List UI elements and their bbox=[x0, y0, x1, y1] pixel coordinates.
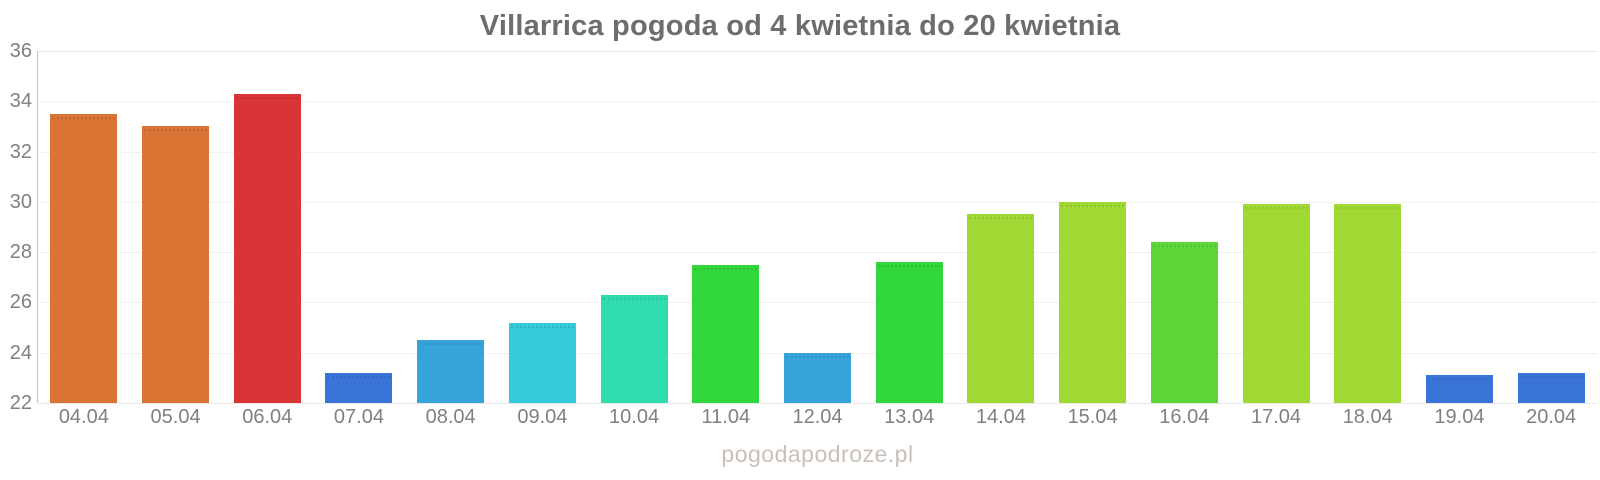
x-tick-label: 05.04 bbox=[150, 406, 201, 428]
plot-area bbox=[38, 51, 1597, 404]
bar-top-dotted-edge bbox=[602, 297, 666, 300]
x-tick-label: 20.04 bbox=[1526, 406, 1577, 428]
bar bbox=[1334, 204, 1402, 403]
bar-top-dotted-edge bbox=[694, 267, 758, 270]
bar-top-dotted-edge bbox=[510, 325, 574, 328]
bar-top-dotted-edge bbox=[327, 375, 391, 378]
bar bbox=[1242, 204, 1310, 403]
bar-top-dotted-edge bbox=[52, 116, 116, 119]
bar bbox=[1425, 375, 1493, 403]
watermark: pogodapodroze.pl bbox=[721, 441, 914, 467]
x-tick-label: 07.04 bbox=[333, 406, 384, 428]
bar-top-dotted-edge bbox=[1244, 207, 1308, 210]
bar-top-dotted-edge bbox=[1336, 207, 1400, 210]
bar bbox=[1150, 242, 1218, 403]
chart-title: Villarrica pogoda od 4 kwietnia do 20 kw… bbox=[479, 10, 1121, 42]
bar bbox=[417, 340, 485, 403]
y-tick-label: 32 bbox=[9, 140, 32, 163]
gridline bbox=[38, 403, 1597, 404]
bar-top-dotted-edge bbox=[786, 355, 849, 358]
y-tick-label: 22 bbox=[9, 392, 32, 414]
y-tick-label: 28 bbox=[9, 241, 32, 264]
bar-top-dotted-edge bbox=[969, 217, 1033, 220]
x-tick-label: 19.04 bbox=[1434, 406, 1485, 428]
x-tick-label: 04.04 bbox=[58, 406, 109, 428]
bar bbox=[50, 113, 118, 403]
y-tick-label: 36 bbox=[9, 40, 32, 62]
bar-top-dotted-edge bbox=[419, 343, 483, 346]
y-tick-label: 30 bbox=[9, 190, 32, 213]
bar-top-dotted-edge bbox=[1152, 245, 1216, 248]
y-tick-label: 26 bbox=[9, 291, 32, 314]
x-tick-label: 10.04 bbox=[609, 406, 660, 428]
x-tick-label: 13.04 bbox=[884, 406, 935, 428]
bar bbox=[233, 93, 301, 403]
bar-top-dotted-edge bbox=[1061, 204, 1125, 207]
bar bbox=[600, 294, 668, 403]
bar bbox=[967, 214, 1035, 403]
gridline bbox=[38, 101, 1597, 103]
bar-top-dotted-edge bbox=[1427, 378, 1491, 381]
x-tick-label: 11.04 bbox=[701, 406, 751, 428]
x-tick-label: 09.04 bbox=[517, 406, 568, 428]
bar-top-dotted-edge bbox=[877, 265, 941, 268]
bar bbox=[1059, 201, 1127, 403]
y-tick-label: 24 bbox=[9, 341, 32, 364]
y-axis-line bbox=[37, 51, 38, 403]
bar-top-dotted-edge bbox=[144, 129, 208, 132]
bar bbox=[142, 126, 210, 403]
x-tick-label: 15.04 bbox=[1067, 406, 1118, 428]
x-tick-label: 14.04 bbox=[975, 406, 1026, 428]
bar bbox=[1517, 372, 1585, 403]
x-tick-label: 08.04 bbox=[425, 406, 476, 428]
bar bbox=[325, 372, 393, 403]
bar bbox=[508, 322, 576, 403]
bar bbox=[784, 352, 851, 403]
gridline bbox=[38, 252, 1597, 254]
gridline bbox=[38, 51, 1597, 52]
x-tick-label: 17.04 bbox=[1250, 406, 1302, 428]
gridline bbox=[38, 151, 1597, 153]
bar-top-dotted-edge bbox=[235, 96, 299, 99]
x-tick-label: 12.04 bbox=[792, 406, 843, 428]
x-tick-label: 06.04 bbox=[242, 406, 293, 428]
x-tick-label: 18.04 bbox=[1342, 406, 1393, 428]
bar bbox=[692, 264, 760, 403]
gridline bbox=[38, 201, 1597, 203]
y-tick-label: 34 bbox=[9, 90, 32, 113]
bar bbox=[875, 262, 943, 403]
x-tick-label: 16.04 bbox=[1159, 406, 1210, 428]
bar-top-dotted-edge bbox=[1519, 375, 1583, 378]
gridline bbox=[38, 302, 1597, 304]
